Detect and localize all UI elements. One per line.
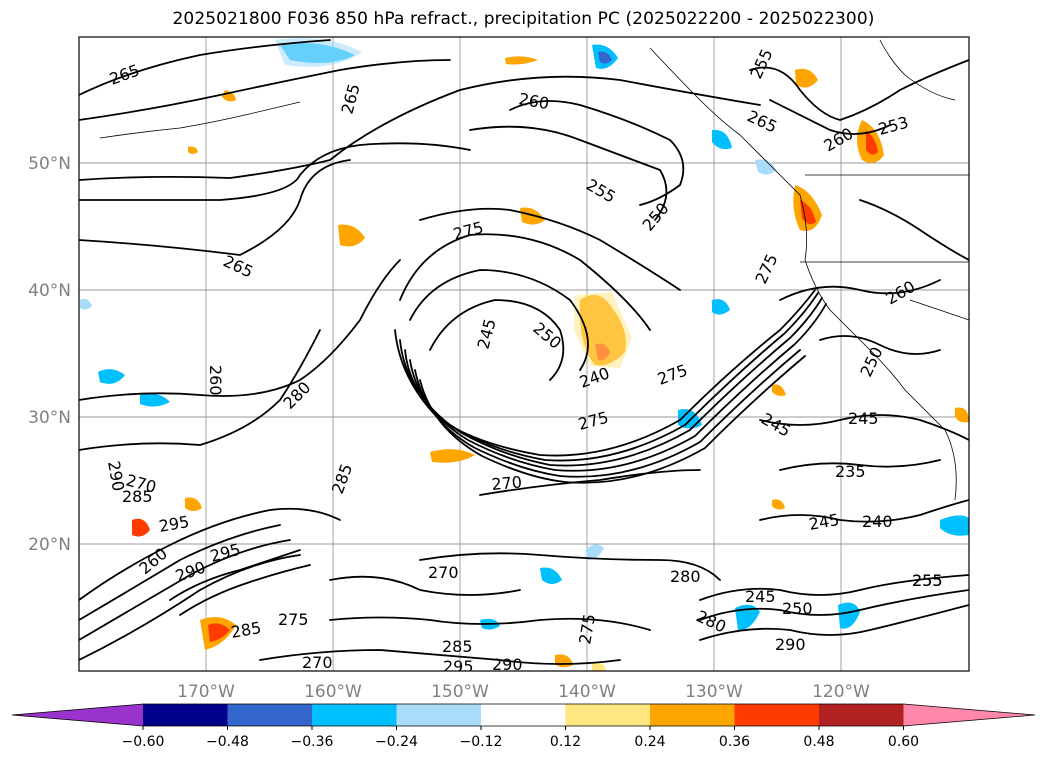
colorbar-segment xyxy=(650,704,735,726)
contour-label: 245 xyxy=(848,409,879,428)
lat-label: 30°N xyxy=(28,408,71,428)
contour-label: 255 xyxy=(912,571,943,590)
contour-label: 290 xyxy=(492,655,523,674)
colorbar-tick-label: 0.48 xyxy=(803,734,834,750)
colorbar-tick-label: −0.12 xyxy=(460,734,503,750)
contour-lines xyxy=(79,39,969,665)
contour-label: 295 xyxy=(443,657,474,676)
longitude-labels: 170°W 160°W 150°W 140°W 130°W 120°W xyxy=(177,682,870,702)
colorbar-segment xyxy=(734,704,819,726)
colorbar-tick-label: 0.36 xyxy=(719,734,750,750)
lon-label: 160°W xyxy=(304,682,362,702)
lon-label: 170°W xyxy=(177,682,235,702)
colorbar-extend-min xyxy=(12,704,143,726)
lon-label: 140°W xyxy=(558,682,616,702)
contour-label: 270 xyxy=(302,653,333,672)
coastlines xyxy=(99,39,969,501)
lon-label: 120°W xyxy=(812,682,870,702)
contour-label: 235 xyxy=(835,462,866,481)
map-title: 2025021800 F036 850 hPa refract., precip… xyxy=(172,9,875,29)
contour-label: 270 xyxy=(491,472,523,494)
colorbar-segment xyxy=(143,704,228,726)
colorbar-tick-label: −0.48 xyxy=(206,734,249,750)
lon-label: 130°W xyxy=(685,682,743,702)
colorbar-tick-label: 0.60 xyxy=(888,734,919,750)
contour-label: 250 xyxy=(782,599,813,618)
colorbar-extend-max xyxy=(903,704,1035,726)
colorbar-tick-label: 0.24 xyxy=(634,734,665,750)
colorbar-tick-label: −0.24 xyxy=(375,734,418,750)
contour-label: 285 xyxy=(122,487,153,506)
lon-label: 150°W xyxy=(431,682,489,702)
colorbar: −0.60 −0.48 −0.36 −0.24 −0.12 0.12 0.24 0.36 0.4… xyxy=(11,703,1036,750)
lat-label: 20°N xyxy=(28,535,71,555)
plot-frame xyxy=(78,36,970,672)
contour-label: 280 xyxy=(670,567,701,586)
colorbar-segment xyxy=(312,704,397,726)
contour-label: 260 xyxy=(206,365,225,396)
lat-label: 40°N xyxy=(28,281,71,301)
plot-area xyxy=(79,37,969,671)
contour-label: 285 xyxy=(442,637,473,656)
contour-label: 255 xyxy=(912,571,943,590)
colorbar-tick-label: −0.36 xyxy=(291,734,334,750)
colorbar-segment xyxy=(819,704,904,726)
colorbar-tick-label: −0.60 xyxy=(122,734,165,750)
colorbar-segment xyxy=(396,704,481,726)
lat-label: 50°N xyxy=(28,154,71,174)
contour-label: 245 xyxy=(745,587,776,606)
colorbar-segment xyxy=(481,704,566,726)
contour-label: 240 xyxy=(862,512,893,531)
colorbar-tick-label: 0.12 xyxy=(550,734,581,750)
contour-label: 290 xyxy=(775,635,806,654)
contour-label: 275 xyxy=(278,610,309,629)
latitude-labels: 50°N 40°N 30°N 20°N xyxy=(28,154,71,555)
contour-label: 270 xyxy=(428,563,459,582)
colorbar-segment xyxy=(227,704,312,726)
colorbar-segment xyxy=(565,704,650,726)
